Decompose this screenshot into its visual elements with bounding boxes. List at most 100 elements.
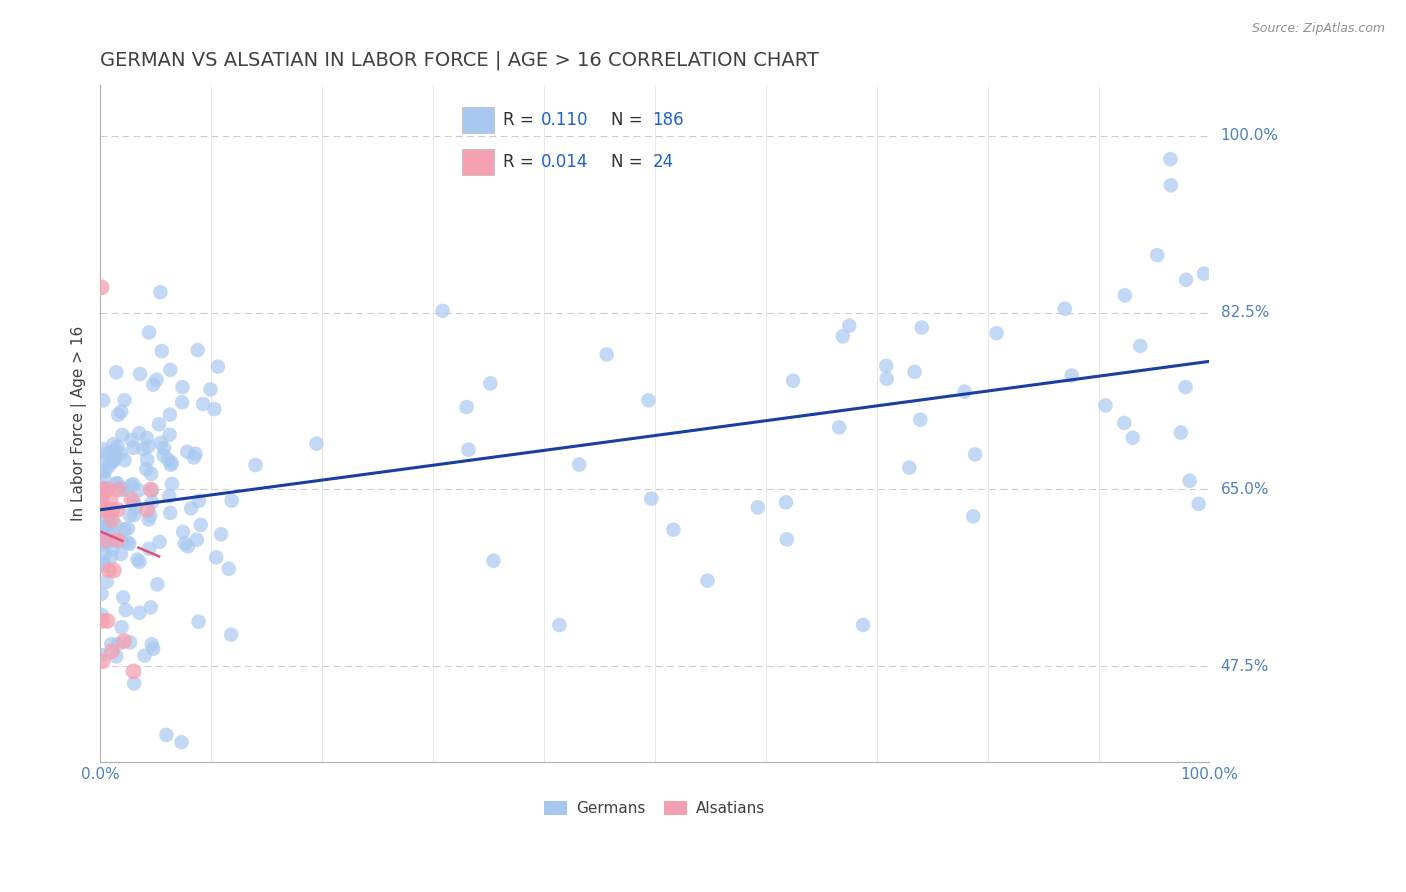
Point (986, 326, 1008, 341)
Point (852, 618, 875, 632)
Point (128, 483, 150, 498)
Point (96, 447, 118, 461)
Point (136, 502, 159, 516)
Point (139, 600, 162, 615)
Point (219, 627, 242, 641)
Point (103, 453, 125, 467)
Point (662, 523, 685, 537)
Point (97, 510, 120, 524)
Point (1122, 431, 1144, 445)
Point (112, 591, 135, 605)
Point (134, 648, 156, 663)
Point (149, 285, 172, 300)
Point (1188, 497, 1211, 511)
Text: GERMAN VS ALSATIAN IN LABOR FORCE | AGE > 16 CORRELATION CHART: GERMAN VS ALSATIAN IN LABOR FORCE | AGE … (100, 51, 820, 70)
Point (114, 603, 136, 617)
Point (146, 577, 169, 591)
Point (245, 458, 267, 472)
Point (93, 520, 115, 534)
Point (104, 525, 127, 540)
Point (186, 533, 208, 547)
Point (101, 502, 124, 516)
Point (218, 562, 240, 576)
Point (101, 542, 124, 557)
Point (157, 453, 180, 467)
Point (135, 431, 157, 445)
Point (200, 383, 222, 397)
Legend: Germans, Alsatians: Germans, Alsatians (538, 796, 772, 822)
Point (125, 500, 148, 515)
Point (103, 437, 125, 451)
Point (138, 512, 160, 526)
Point (107, 483, 129, 497)
Point (149, 435, 172, 450)
Point (637, 393, 659, 408)
Point (207, 359, 229, 374)
Point (148, 534, 170, 549)
Point (141, 483, 163, 498)
Point (159, 427, 181, 442)
Point (136, 452, 159, 467)
Point (221, 493, 243, 508)
Point (101, 455, 124, 469)
Point (159, 363, 181, 377)
Point (110, 620, 132, 634)
Point (903, 365, 925, 379)
Point (122, 477, 145, 491)
Text: 100.0%: 100.0% (1220, 128, 1278, 144)
Point (114, 393, 136, 408)
Point (138, 439, 160, 453)
Point (139, 483, 162, 497)
Point (93, 547, 115, 561)
Point (152, 449, 174, 463)
Point (100, 550, 122, 565)
Point (696, 574, 718, 588)
Point (1053, 301, 1076, 316)
Point (97, 458, 120, 473)
Point (159, 506, 181, 520)
Point (94, 537, 117, 551)
Point (114, 482, 136, 496)
Point (96, 574, 118, 589)
Point (191, 397, 214, 411)
Point (127, 552, 149, 566)
Point (91, 523, 114, 537)
Point (1146, 248, 1168, 262)
Point (96, 502, 118, 516)
Point (105, 476, 128, 491)
Point (117, 521, 139, 535)
Y-axis label: In Labor Force | Age > 16: In Labor Force | Age > 16 (72, 326, 87, 522)
Point (90, 280, 112, 294)
Point (305, 436, 328, 450)
Point (120, 478, 142, 492)
Point (1170, 425, 1192, 440)
Point (111, 534, 134, 549)
Point (640, 491, 662, 506)
Point (107, 440, 129, 454)
Point (176, 444, 198, 458)
Point (128, 606, 150, 620)
Point (910, 412, 932, 426)
Point (101, 513, 124, 527)
Point (141, 467, 163, 481)
Point (138, 541, 160, 556)
Point (132, 442, 155, 456)
Point (121, 433, 143, 447)
Point (122, 665, 145, 679)
Point (135, 462, 157, 476)
Point (114, 522, 136, 536)
Point (114, 453, 136, 467)
Point (90, 648, 112, 662)
Point (190, 518, 212, 533)
Point (187, 494, 209, 508)
Point (97, 525, 120, 540)
Point (160, 477, 183, 491)
Point (1160, 178, 1182, 193)
Point (94, 533, 117, 547)
Point (128, 426, 150, 441)
Point (100, 492, 122, 507)
Point (110, 404, 132, 418)
Point (90, 521, 112, 535)
Point (97, 563, 120, 577)
Point (91, 614, 114, 628)
